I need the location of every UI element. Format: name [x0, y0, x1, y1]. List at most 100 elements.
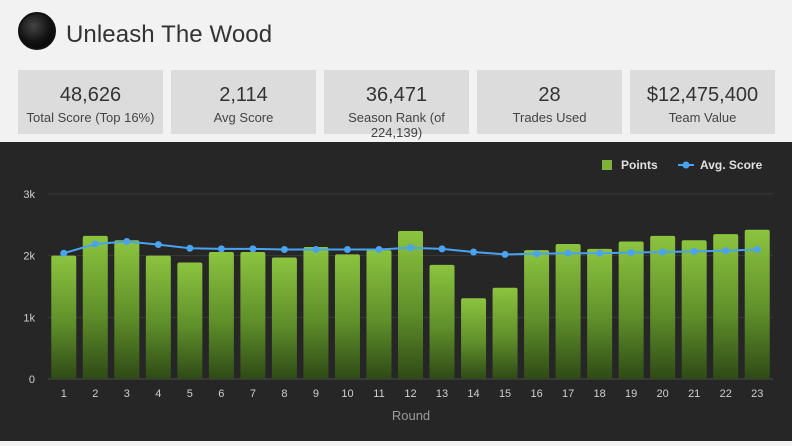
bar-points-round-17[interactable] [555, 243, 581, 379]
avg-score-point-round-15[interactable] [501, 250, 509, 258]
bar-points-round-3[interactable] [114, 240, 140, 379]
bar-points-round-7[interactable] [240, 251, 266, 379]
stat-avg-score: 2,114 Avg Score [171, 70, 316, 134]
x-tick-label: 11 [373, 388, 384, 400]
x-tick-label: 16 [530, 388, 542, 400]
x-tick-label: 22 [720, 388, 732, 400]
avg-score-point-round-17[interactable] [564, 249, 572, 257]
avg-score-point-round-16[interactable] [533, 250, 541, 258]
x-tick-label: 21 [688, 388, 700, 400]
x-tick-label: 4 [155, 388, 161, 400]
x-tick-label: 6 [218, 388, 224, 400]
bar-points-round-13[interactable] [429, 264, 455, 379]
stat-label: Team Value [668, 110, 737, 125]
avg-score-point-round-12[interactable] [407, 244, 414, 252]
x-tick-label: 5 [187, 388, 193, 400]
avg-score-point-round-5[interactable] [186, 244, 194, 252]
header: Unleash The Wood [0, 0, 792, 70]
bar-points-round-6[interactable] [208, 251, 234, 379]
avg-score-point-round-23[interactable] [753, 246, 761, 253]
stat-value: 28 [538, 84, 561, 106]
x-tick-label: 13 [436, 388, 448, 400]
avg-score-point-round-4[interactable] [154, 241, 162, 249]
y-tick-label: 3k [23, 189, 35, 201]
x-tick-label: 14 [467, 388, 479, 400]
stats-row: 48,626 Total Score (Top 16%) 2,114 Avg S… [18, 70, 775, 140]
legend-item-points[interactable]: Points [602, 158, 658, 172]
x-tick-label: 7 [250, 388, 256, 400]
stat-label: Season Rank (of 224,139) [348, 110, 445, 140]
avg-score-point-round-6[interactable] [217, 245, 225, 253]
avg-score-point-round-8[interactable] [280, 246, 288, 253]
avg-score-point-round-13[interactable] [438, 245, 446, 253]
x-tick-label: 8 [281, 388, 287, 400]
avg-score-point-round-21[interactable] [690, 247, 698, 255]
stat-value: $12,475,400 [646, 84, 759, 106]
points-chart: 1 2 3 4 5 6 7 8 9 10 11 12 13 14 15 16 17 18 19 20 21 22 23 01… [23, 158, 773, 423]
legend: Points Avg. Score [602, 158, 763, 172]
x-axis-label: Round [392, 408, 430, 423]
team-name: Unleash The Wood [66, 21, 273, 48]
avg-score-point-round-3[interactable] [123, 237, 131, 245]
x-tick-label: 9 [313, 388, 319, 400]
stat-value: 48,626 [59, 84, 122, 106]
avg-score-point-round-14[interactable] [470, 248, 478, 256]
avg-score-point-round-19[interactable] [627, 249, 635, 257]
team-avatar[interactable] [18, 12, 56, 50]
x-tick-label: 10 [341, 388, 353, 400]
x-tick-label: 15 [499, 388, 511, 400]
avg-score-point-round-7[interactable] [249, 245, 257, 253]
avg-score-point-round-10[interactable] [343, 246, 351, 253]
bar-points-round-23[interactable] [744, 229, 770, 379]
avg-score-point-round-20[interactable] [659, 248, 667, 256]
legend-bar-swatch [602, 160, 612, 170]
bar-points-round-4[interactable] [145, 255, 171, 379]
x-tick-label: 20 [657, 388, 669, 400]
legend-label-points: Points [621, 158, 658, 172]
bar-points-round-2[interactable] [82, 235, 108, 379]
stat-value: 36,471 [365, 84, 428, 106]
bar-points-round-12[interactable] [398, 231, 423, 379]
stat-season-rank: 36,471 Season Rank (of 224,139) [324, 70, 469, 140]
bar-points-round-15[interactable] [492, 287, 518, 379]
bar-points-round-22[interactable] [713, 234, 739, 379]
x-tick-label: 3 [124, 388, 130, 400]
x-tick-label: 12 [404, 388, 416, 400]
bar-points-round-21[interactable] [681, 240, 707, 379]
legend-item-avg-score[interactable]: Avg. Score [678, 158, 763, 172]
bar-points-round-10[interactable] [334, 254, 360, 379]
x-tick-label: 17 [562, 388, 574, 400]
stat-value: 2,114 [219, 84, 268, 106]
bar-points-round-19[interactable] [618, 241, 644, 379]
bar-points-round-18[interactable] [587, 248, 613, 379]
bar-points-round-8[interactable] [271, 257, 297, 379]
bar-points-round-1[interactable] [51, 255, 77, 379]
avg-score-point-round-22[interactable] [722, 247, 730, 255]
legend-line-marker [682, 161, 690, 169]
avg-score-point-round-11[interactable] [375, 246, 383, 253]
bar-points-round-14[interactable] [461, 298, 487, 379]
stat-label: Avg Score [213, 110, 274, 125]
legend-label-avg-score: Avg. Score [700, 158, 763, 172]
stat-total-score: 48,626 Total Score (Top 16%) [18, 70, 163, 134]
bar-points-round-16[interactable] [524, 250, 550, 379]
stat-label: Total Score (Top 16%) [26, 110, 155, 125]
avg-score-point-round-1[interactable] [60, 249, 68, 257]
x-tick-label: 19 [625, 388, 637, 400]
bar-points-round-11[interactable] [366, 250, 392, 379]
stat-team-value: $12,475,400 Team Value [630, 70, 775, 134]
stat-label: Trades Used [512, 110, 587, 125]
stat-trades-used: 28 Trades Used [477, 70, 622, 134]
y-tick-label: 2k [23, 251, 35, 263]
x-tick-label: 18 [594, 388, 606, 400]
avg-score-point-round-18[interactable] [596, 249, 604, 257]
avg-score-point-round-2[interactable] [91, 240, 99, 248]
x-tick-label: 2 [92, 388, 98, 400]
bar-points-round-20[interactable] [650, 235, 676, 379]
bar-points-round-9[interactable] [303, 247, 329, 379]
avg-score-point-round-9[interactable] [312, 246, 320, 253]
bar-points-round-5[interactable] [177, 262, 203, 379]
y-tick-label: 0 [29, 374, 35, 386]
x-tick-label: 23 [751, 388, 763, 400]
